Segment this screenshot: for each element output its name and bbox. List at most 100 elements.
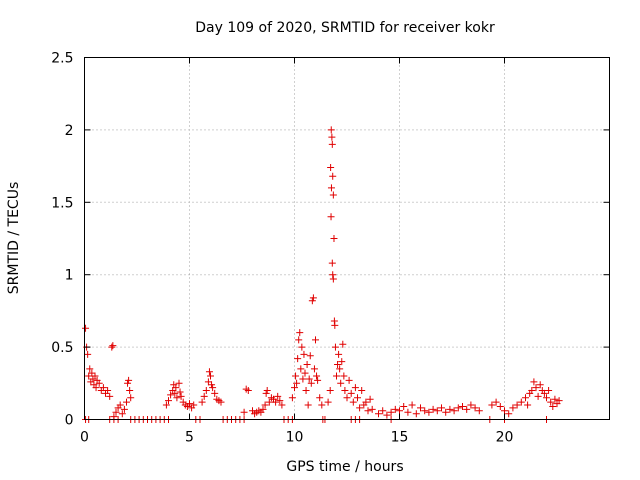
- data-point: [379, 407, 387, 415]
- data-point: [454, 404, 462, 412]
- data-point: [341, 387, 349, 395]
- data-point: [358, 387, 366, 395]
- data-point: [198, 398, 206, 406]
- data-point: [429, 405, 437, 413]
- data-point: [173, 394, 181, 402]
- data-point: [202, 387, 210, 395]
- data-point: [301, 369, 309, 377]
- data-point: [172, 384, 180, 392]
- data-point: [299, 375, 307, 383]
- data-point: [343, 394, 351, 402]
- data-point: [278, 401, 286, 409]
- data-point: [85, 372, 93, 380]
- data-point: [209, 384, 217, 392]
- data-points: [82, 126, 563, 423]
- data-point: [327, 184, 335, 192]
- data-point: [335, 350, 343, 358]
- data-point: [177, 392, 185, 400]
- data-point: [442, 408, 450, 416]
- data-point: [364, 407, 372, 415]
- x-tick-label: 0: [80, 430, 89, 446]
- plot-frame: [84, 57, 610, 420]
- data-point: [329, 275, 337, 283]
- x-tick-label: 20: [496, 430, 514, 446]
- data-point: [328, 140, 336, 148]
- data-point: [501, 407, 508, 415]
- data-point: [532, 384, 540, 392]
- data-point: [162, 401, 170, 409]
- data-point: [204, 378, 212, 386]
- data-point: [298, 343, 306, 351]
- data-point: [211, 389, 219, 397]
- data-point: [329, 271, 337, 279]
- data-point: [471, 404, 479, 412]
- data-point: [82, 324, 90, 332]
- data-point: [318, 401, 326, 409]
- y-tick-label: 1.5: [51, 195, 73, 211]
- data-point: [459, 402, 466, 410]
- data-point: [306, 352, 314, 360]
- data-point: [551, 395, 559, 403]
- data-point: [295, 336, 303, 344]
- grid-lines: [84, 57, 610, 420]
- data-point: [106, 392, 114, 400]
- data-point: [543, 394, 550, 402]
- data-point: [368, 405, 376, 413]
- data-point: [272, 398, 280, 406]
- data-point: [296, 329, 304, 337]
- data-point: [340, 372, 348, 380]
- data-point: [329, 172, 337, 180]
- data-point: [124, 379, 132, 387]
- data-point: [108, 343, 116, 351]
- y-tick-label: 0.5: [51, 340, 73, 356]
- data-point: [433, 407, 441, 415]
- data-point: [505, 410, 513, 418]
- data-point: [92, 384, 100, 392]
- data-point: [262, 389, 270, 397]
- data-point: [540, 389, 548, 397]
- data-point: [337, 379, 345, 387]
- data-point: [116, 401, 124, 409]
- data-point: [450, 407, 458, 415]
- data-point: [309, 294, 317, 302]
- data-point: [104, 387, 112, 395]
- data-point: [408, 401, 416, 409]
- data-point: [200, 392, 208, 400]
- data-point: [528, 387, 536, 395]
- data-point: [316, 394, 324, 402]
- data-point: [291, 384, 298, 392]
- data-point: [509, 404, 517, 412]
- data-point: [349, 398, 357, 406]
- data-point: [263, 387, 271, 395]
- data-point: [171, 389, 179, 397]
- data-point: [417, 404, 424, 412]
- data-point: [345, 376, 353, 384]
- data-point: [412, 410, 420, 418]
- data-point: [175, 379, 183, 387]
- data-point: [329, 191, 337, 199]
- data-point: [327, 213, 335, 221]
- y-tick-label: 1: [65, 268, 74, 284]
- data-point: [297, 365, 305, 373]
- data-point: [313, 372, 321, 380]
- data-point: [362, 398, 370, 406]
- data-point: [314, 376, 322, 384]
- data-point: [375, 410, 382, 418]
- data-point: [404, 408, 412, 416]
- data-point: [421, 407, 429, 415]
- data-point: [336, 365, 344, 373]
- data-point: [303, 360, 311, 368]
- data-point: [127, 394, 135, 402]
- axis-ticks: [84, 57, 610, 420]
- data-point: [292, 372, 300, 380]
- data-point: [305, 375, 313, 383]
- y-tick-label: 0: [65, 413, 74, 429]
- data-point: [530, 378, 538, 386]
- data-point: [308, 297, 316, 305]
- data-point: [400, 402, 408, 410]
- data-point: [274, 392, 282, 400]
- data-point: [88, 369, 96, 377]
- data-point: [331, 321, 339, 329]
- data-point: [276, 397, 284, 405]
- x-tick-label: 15: [391, 430, 409, 446]
